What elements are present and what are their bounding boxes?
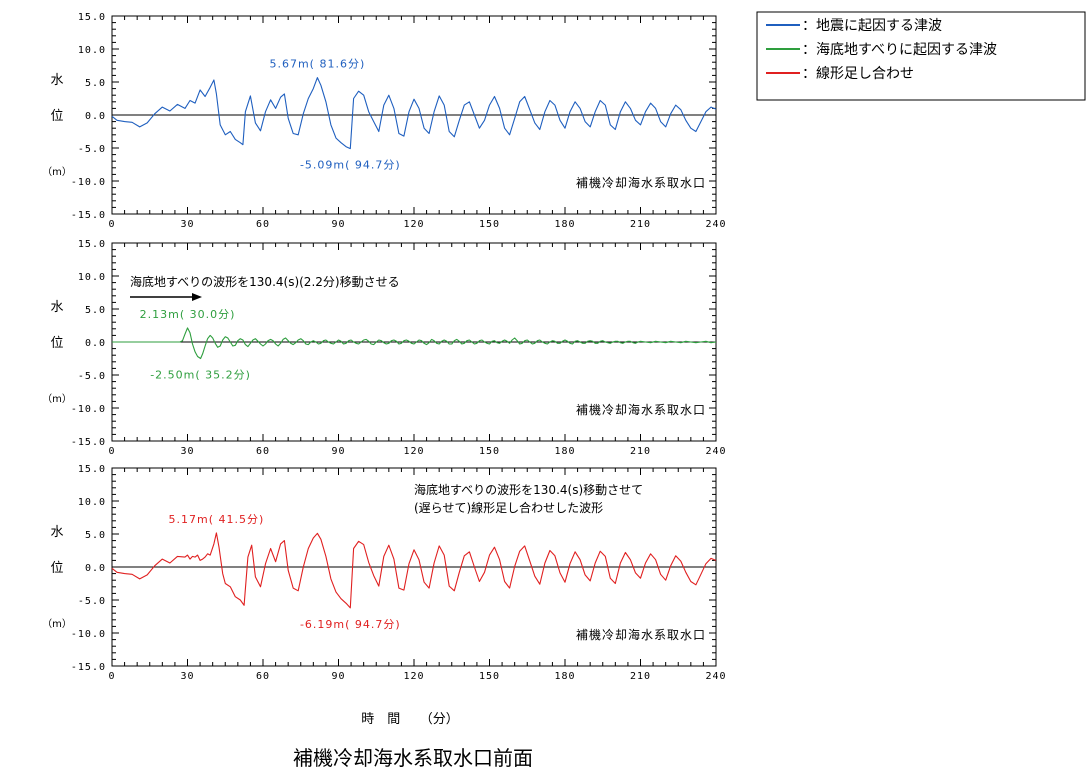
y-tick-label: -5.0 — [78, 596, 106, 607]
shift-note: 海底地すべりの波形を130.4(s)(2.2分)移動させる — [130, 274, 400, 289]
sum-note-line: (遅らせて)線形足し合わせした波形 — [414, 500, 603, 515]
x-tick-label: 210 — [630, 671, 651, 682]
x-tick-label: 60 — [256, 671, 270, 682]
y-tick-label: 5.0 — [85, 530, 106, 541]
x-tick-label: 240 — [705, 219, 726, 230]
y-axis-unit: （m） — [42, 393, 72, 405]
legend-box — [756, 11, 1086, 101]
sum-note-line: 海底地すべりの波形を130.4(s)移動させて — [414, 482, 643, 497]
x-tick-label: 120 — [403, 671, 424, 682]
y-tick-label: 0.0 — [85, 111, 106, 122]
x-axis-label: 時 間 （分） — [361, 712, 459, 727]
location-label: 補機冷却海水系取水口 — [576, 627, 706, 642]
legend: ：地震に起因する津波 ：海底地すべりに起因する津波 ：線形足し合わせ — [756, 11, 1086, 101]
panel-1: 15.0 10.0 5.0 0.0 -5.0 -10.0 -15.00 30 60 90 120 15… — [42, 12, 726, 230]
x-tick-label: 30 — [180, 671, 194, 682]
y-axis-label-char: 位 — [50, 336, 63, 351]
x-tick-label: 0 — [108, 446, 115, 457]
x-tick-label: 30 — [180, 446, 194, 457]
y-tick-label: 15.0 — [78, 12, 106, 23]
y-tick-label: -5.0 — [78, 144, 106, 155]
x-tick-label: 0 — [108, 219, 115, 230]
panel-2: 15.0 10.0 5.0 0.0 -5.0 -10.0 -15.00 30 60 90 120 15… — [42, 239, 726, 457]
y-axis-label-char: 位 — [50, 561, 63, 576]
min-annotation: -5.09m( 94.7分) — [300, 159, 401, 172]
location-label: 補機冷却海水系取水口 — [576, 402, 706, 417]
x-tick-label: 240 — [705, 671, 726, 682]
x-tick-label: 120 — [403, 219, 424, 230]
y-axis-unit: （m） — [42, 618, 72, 630]
y-tick-label: 5.0 — [85, 78, 106, 89]
x-tick-label: 150 — [479, 671, 500, 682]
y-tick-label: 10.0 — [78, 497, 106, 508]
x-tick-label: 30 — [180, 219, 194, 230]
y-tick-label: -15.0 — [71, 437, 106, 448]
y-tick-label: 15.0 — [78, 239, 106, 250]
legend-label-3: ：線形足し合わせ — [802, 66, 914, 82]
max-annotation: 5.17m( 41.5分) — [169, 513, 265, 526]
y-tick-label: -5.0 — [78, 371, 106, 382]
min-annotation: -2.50m( 35.2分) — [150, 369, 251, 382]
x-tick-label: 150 — [479, 446, 500, 457]
x-tick-label: 0 — [108, 671, 115, 682]
x-tick-label: 240 — [705, 446, 726, 457]
y-tick-label: -10.0 — [71, 177, 106, 188]
x-tick-label: 90 — [331, 671, 345, 682]
max-annotation: 5.67m( 81.6分) — [269, 58, 365, 71]
y-tick-label: 15.0 — [78, 464, 106, 475]
x-tick-label: 120 — [403, 446, 424, 457]
y-axis-label-char: 位 — [50, 109, 63, 124]
location-label: 補機冷却海水系取水口 — [576, 175, 706, 190]
x-tick-label: 210 — [630, 446, 651, 457]
y-axis-label-char: 水 — [50, 525, 63, 540]
y-tick-label: -15.0 — [71, 210, 106, 221]
x-tick-label: 60 — [256, 219, 270, 230]
x-tick-label: 180 — [554, 671, 575, 682]
y-tick-label: 10.0 — [78, 45, 106, 56]
y-tick-label: 0.0 — [85, 338, 106, 349]
y-tick-label: 10.0 — [78, 272, 106, 283]
y-tick-label: -10.0 — [71, 629, 106, 640]
x-tick-label: 150 — [479, 219, 500, 230]
panel-3: 15.0 10.0 5.0 0.0 -5.0 -10.0 -15.00 30 60 90 120 15… — [42, 464, 726, 682]
y-axis-label-char: 水 — [50, 300, 63, 315]
shift-arrow-head — [192, 293, 202, 301]
series-line-3 — [111, 532, 717, 609]
max-annotation: 2.13m( 30.0分) — [140, 308, 236, 321]
legend-label-2: ：海底地すべりに起因する津波 — [802, 42, 997, 58]
y-axis-label-char: 水 — [50, 73, 63, 88]
legend-label-1: ：地震に起因する津波 — [802, 18, 942, 34]
x-tick-label: 90 — [331, 219, 345, 230]
chart-title: 補機冷却海水系取水口前面 — [293, 746, 533, 770]
series-line-1 — [111, 77, 717, 150]
y-axis-unit: （m） — [42, 166, 72, 178]
y-tick-label: -10.0 — [71, 404, 106, 415]
y-tick-label: -15.0 — [71, 662, 106, 673]
min-annotation: -6.19m( 94.7分) — [300, 618, 401, 631]
x-tick-label: 210 — [630, 219, 651, 230]
series-line-2 — [112, 327, 717, 360]
x-tick-label: 90 — [331, 446, 345, 457]
y-tick-label: 5.0 — [85, 305, 106, 316]
x-tick-label: 180 — [554, 219, 575, 230]
y-tick-label: 0.0 — [85, 563, 106, 574]
x-tick-label: 60 — [256, 446, 270, 457]
panels-layer: 15.010.05.00.0-5.0-10.0-15.00 30 60 90 120 15… — [42, 12, 726, 682]
x-tick-label: 180 — [554, 446, 575, 457]
